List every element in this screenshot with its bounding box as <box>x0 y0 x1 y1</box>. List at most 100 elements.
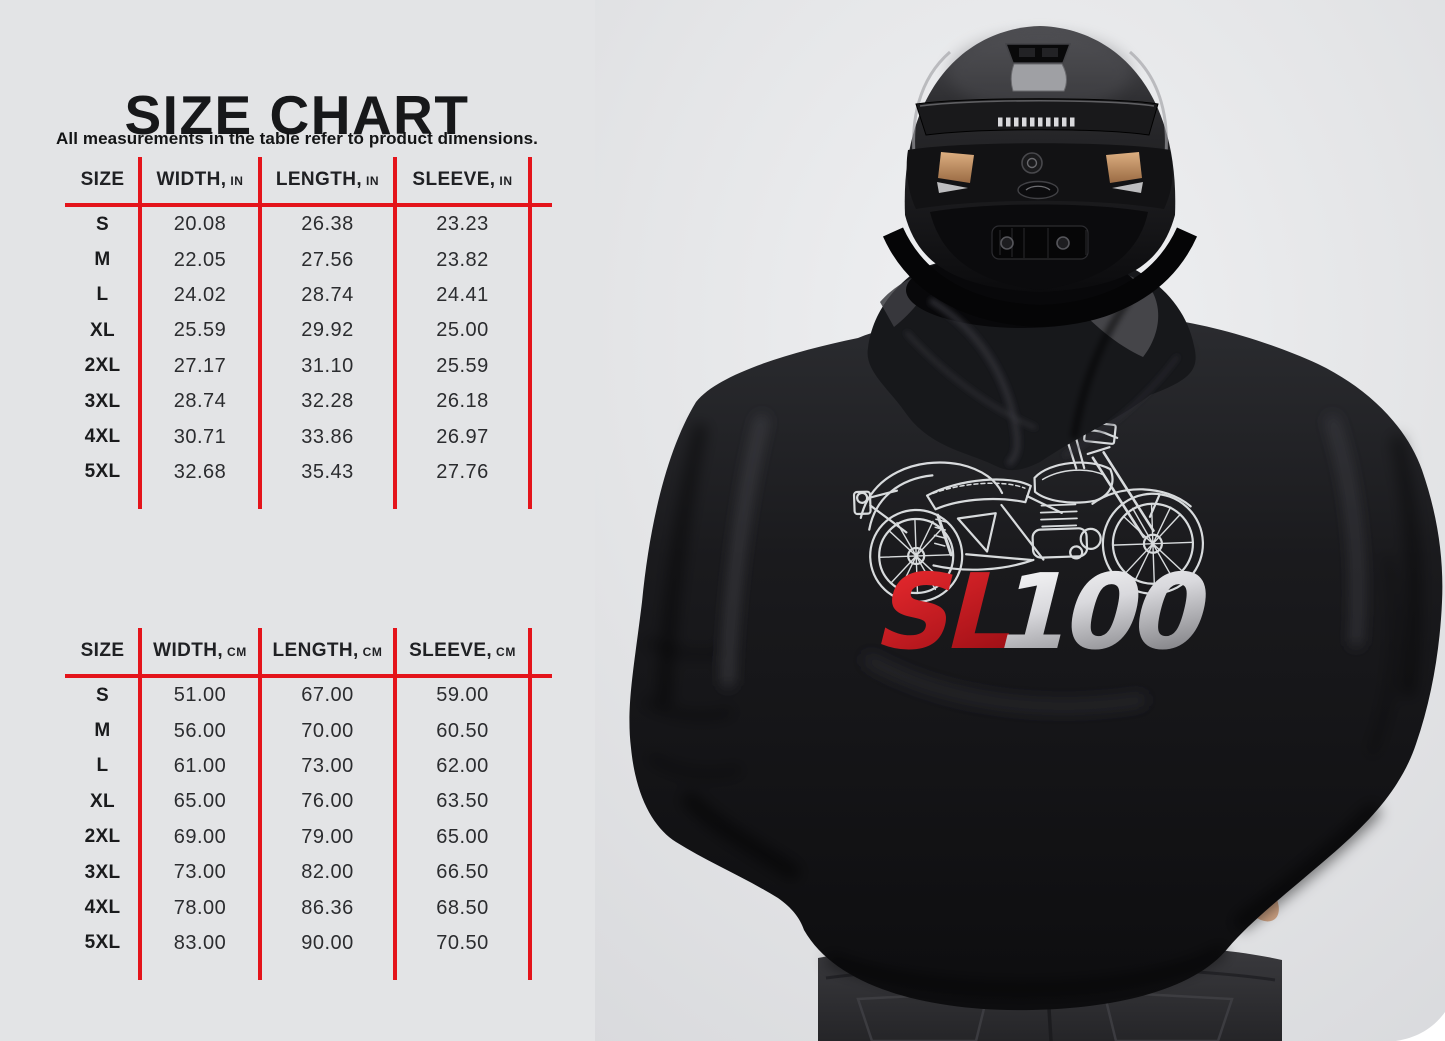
size-label: XL <box>90 319 115 341</box>
measurement-value: 27.76 <box>436 460 489 483</box>
measurement-value: 76.00 <box>301 790 354 813</box>
helmet-spoiler-vent <box>915 98 1159 136</box>
size-label: S <box>96 213 109 235</box>
measurement-value: 56.00 <box>173 719 227 742</box>
size-table-inches: SIZE WIDTH, IN LENGTH, IN SLEEVE, IN S 20.08… <box>65 157 552 509</box>
size-row-s: S 20.08 26.38 23.23 <box>65 207 530 242</box>
measurement-value: 62.00 <box>436 754 489 777</box>
column-header-size: SIZE <box>80 640 125 661</box>
column-header-width: WIDTH, IN <box>156 169 244 190</box>
size-label: 4XL <box>84 897 121 919</box>
column-header-length: LENGTH, IN <box>275 169 380 190</box>
size-row-2xl: 2XL 27.17 31.10 25.59 <box>65 349 530 384</box>
size-label: 5XL <box>84 461 121 483</box>
measurement-value: 68.50 <box>436 896 489 919</box>
size-row-s: S 51.00 67.00 59.00 <box>65 678 530 713</box>
size-label: 5XL <box>84 932 121 954</box>
table-body: S 51.00 67.00 59.00 M 56.00 70.00 60.50 L 61.00 73… <box>65 678 530 961</box>
measurement-value: 83.00 <box>173 931 227 954</box>
measurement-value: 26.18 <box>436 390 489 413</box>
unit-label: CM <box>223 645 247 659</box>
photo-corner <box>1396 1012 1445 1041</box>
measurement-value: 86.36 <box>301 896 354 919</box>
measurement-value: 79.00 <box>301 825 354 848</box>
measurement-value: 32.28 <box>301 390 354 413</box>
size-row-4xl: 4XL 78.00 86.36 68.50 <box>65 890 530 925</box>
column-header-size: SIZE <box>80 169 125 190</box>
measurement-value: 65.00 <box>436 825 489 848</box>
column-divider-line <box>258 157 262 509</box>
column-divider-line <box>528 157 532 509</box>
size-row-3xl: 3XL 73.00 82.00 66.50 <box>65 855 530 890</box>
measurement-value: 70.50 <box>436 931 489 954</box>
measurement-value: 70.00 <box>301 719 354 742</box>
table-body: S 20.08 26.38 23.23 M 22.05 27.56 23.82 L 24.02 28… <box>65 207 530 490</box>
size-row-5xl: 5XL 32.68 35.43 27.76 <box>65 455 530 490</box>
measurement-value: 27.17 <box>173 354 227 377</box>
measurement-value: 25.59 <box>173 319 227 342</box>
size-label: M <box>94 249 111 271</box>
measurement-value: 90.00 <box>301 931 354 954</box>
print-model-number: 100 <box>986 551 1219 672</box>
size-row-m: M 22.05 27.56 23.82 <box>65 242 530 277</box>
unit-label: IN <box>226 174 244 188</box>
size-row-l: L 24.02 28.74 24.41 <box>65 278 530 313</box>
column-divider-line <box>393 628 397 980</box>
measurement-value: 23.23 <box>436 213 489 236</box>
helmet-logo-round <box>1021 152 1043 174</box>
column-divider-line <box>528 628 532 980</box>
helmet <box>882 26 1198 328</box>
helmet-neck-roll <box>882 227 1198 328</box>
size-row-xl: XL 25.59 29.92 25.00 <box>65 313 530 348</box>
measurement-value: 66.50 <box>436 861 489 884</box>
measurement-value: 26.97 <box>436 425 489 448</box>
page-subtitle: All measurements in the table refer to p… <box>56 129 538 148</box>
measurement-value: 63.50 <box>436 790 489 813</box>
helmet-top-vent <box>1004 43 1072 64</box>
header-divider-line <box>65 674 552 678</box>
size-row-4xl: 4XL 30.71 33.86 26.97 <box>65 419 530 454</box>
measurement-value: 65.00 <box>173 790 227 813</box>
size-label: 2XL <box>84 826 121 848</box>
table-header-row: SIZE WIDTH, IN LENGTH, IN SLEEVE, IN <box>65 157 530 203</box>
column-divider-line <box>138 628 142 980</box>
helmet-emblem-oval <box>1017 180 1059 200</box>
column-divider-line <box>393 157 397 509</box>
measurement-value: 28.74 <box>301 283 354 306</box>
measurement-value: 25.59 <box>436 354 489 377</box>
measurement-value: 51.00 <box>173 684 227 707</box>
size-label: 4XL <box>84 426 121 448</box>
column-header-width: WIDTH, CM <box>153 640 247 661</box>
column-header-length: LENGTH, CM <box>272 640 383 661</box>
measurement-value: 59.00 <box>436 684 489 707</box>
measurement-value: 73.00 <box>173 861 227 884</box>
helmet-silver-panel <box>1010 63 1067 92</box>
column-header-sleeve: SLEEVE, CM <box>409 640 516 661</box>
column-divider-line <box>258 628 262 980</box>
measurement-value: 60.50 <box>436 719 489 742</box>
size-label: L <box>96 755 109 777</box>
unit-label: CM <box>358 645 383 659</box>
helmet-reflector-right <box>1106 152 1142 183</box>
page-title: SIZE CHART <box>124 83 470 146</box>
measurement-value: 27.56 <box>301 248 354 271</box>
measurement-value: 73.00 <box>301 754 354 777</box>
table-header-row: SIZE WIDTH, CM LENGTH, CM SLEEVE, CM <box>65 628 530 674</box>
measurement-value: 31.10 <box>301 354 354 377</box>
hoodie-print-text: SL 100 <box>866 551 1219 672</box>
column-divider-line <box>138 157 142 509</box>
size-row-l: L 61.00 73.00 62.00 <box>65 749 530 784</box>
measurement-value: 25.00 <box>436 319 489 342</box>
measurement-value: 69.00 <box>173 825 227 848</box>
size-label: 3XL <box>84 390 121 412</box>
measurement-value: 20.08 <box>173 213 227 236</box>
unit-label: CM <box>492 645 516 659</box>
size-label: M <box>94 720 111 742</box>
measurement-value: 24.02 <box>173 283 227 306</box>
jeans-pocket-right <box>1102 990 1234 1041</box>
size-row-5xl: 5XL 83.00 90.00 70.50 <box>65 926 530 961</box>
unit-label: IN <box>362 174 380 188</box>
helmet-chin-section <box>930 204 1148 290</box>
